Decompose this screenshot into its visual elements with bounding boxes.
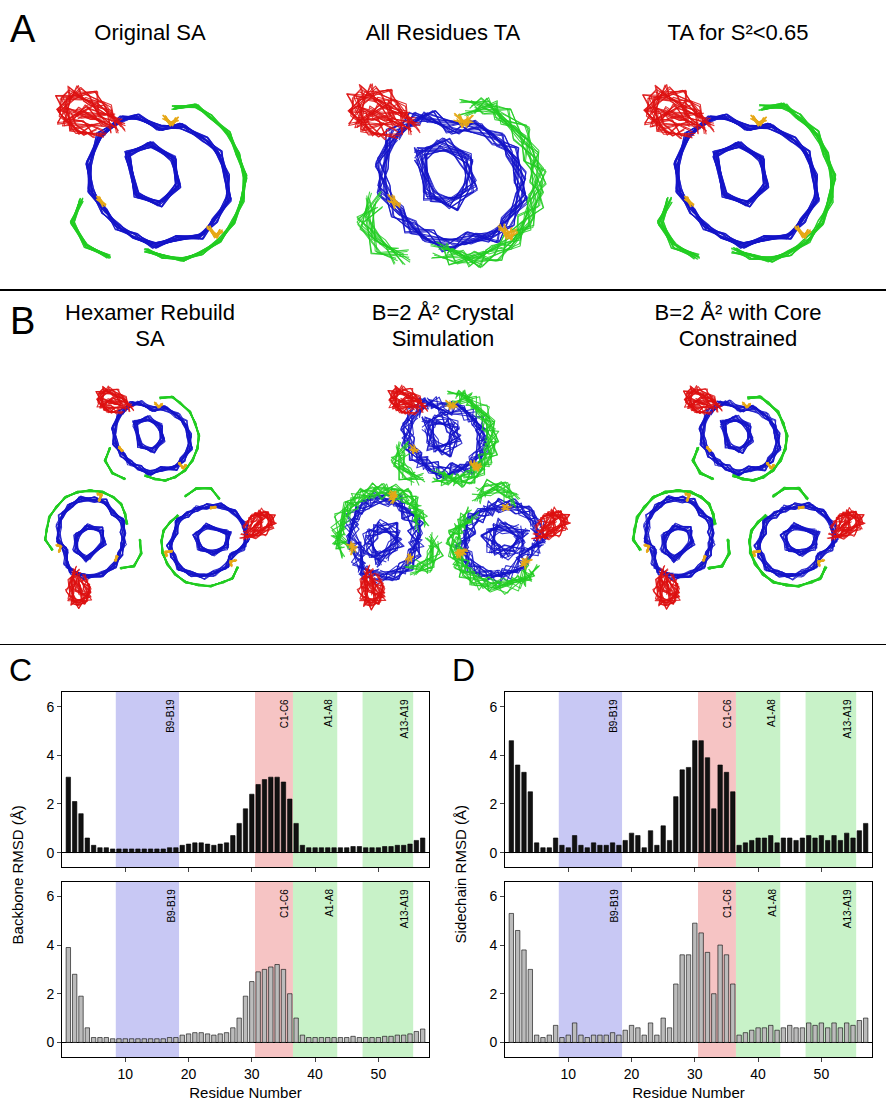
svg-text:0: 0 xyxy=(489,845,497,861)
svg-text:4: 4 xyxy=(489,937,497,953)
svg-text:Sidechain RMSD (Å): Sidechain RMSD (Å) xyxy=(452,805,469,943)
svg-text:4: 4 xyxy=(46,747,54,763)
svg-text:A1-A8: A1-A8 xyxy=(767,889,778,917)
svg-text:D: D xyxy=(452,652,475,688)
svg-text:Backbone RMSD (Å): Backbone RMSD (Å) xyxy=(9,805,26,944)
svg-text:6: 6 xyxy=(46,888,54,904)
svg-text:A13-A19: A13-A19 xyxy=(399,699,410,738)
svg-text:A1-A8: A1-A8 xyxy=(323,699,334,727)
svg-text:50: 50 xyxy=(814,1066,830,1082)
svg-text:B: B xyxy=(10,300,35,342)
svg-text:30: 30 xyxy=(244,1066,260,1082)
svg-text:B=2 Å² Crystal: B=2 Å² Crystal xyxy=(372,300,514,325)
svg-text:C1-C6: C1-C6 xyxy=(722,889,733,918)
svg-text:All Residues TA: All Residues TA xyxy=(366,20,521,45)
svg-text:Simulation: Simulation xyxy=(392,326,495,351)
svg-text:6: 6 xyxy=(46,699,54,715)
svg-text:C1-C6: C1-C6 xyxy=(279,889,290,918)
svg-text:SA: SA xyxy=(135,326,165,351)
svg-text:2: 2 xyxy=(489,986,497,1002)
svg-text:B9-B19: B9-B19 xyxy=(165,699,176,733)
svg-text:Hexamer Rebuild: Hexamer Rebuild xyxy=(65,300,235,325)
svg-text:0: 0 xyxy=(46,1034,54,1050)
svg-text:20: 20 xyxy=(181,1066,197,1082)
svg-text:B9-B19: B9-B19 xyxy=(166,889,177,923)
svg-text:0: 0 xyxy=(489,1034,497,1050)
svg-text:Constrained: Constrained xyxy=(679,326,798,351)
svg-text:C1-C6: C1-C6 xyxy=(279,699,290,728)
svg-text:TA for S²<0.65: TA for S²<0.65 xyxy=(668,20,809,45)
svg-text:2: 2 xyxy=(46,796,54,812)
svg-text:2: 2 xyxy=(46,986,54,1002)
svg-text:10: 10 xyxy=(560,1066,576,1082)
svg-text:Residue Number: Residue Number xyxy=(189,1084,302,1101)
svg-text:2: 2 xyxy=(489,796,497,812)
svg-text:4: 4 xyxy=(46,937,54,953)
svg-text:40: 40 xyxy=(750,1066,766,1082)
svg-text:A13-A19: A13-A19 xyxy=(842,699,853,738)
svg-text:30: 30 xyxy=(687,1066,703,1082)
svg-text:40: 40 xyxy=(307,1066,323,1082)
svg-text:A: A xyxy=(10,8,36,50)
svg-text:50: 50 xyxy=(371,1066,387,1082)
svg-text:20: 20 xyxy=(624,1066,640,1082)
svg-text:4: 4 xyxy=(489,747,497,763)
svg-text:A13-A19: A13-A19 xyxy=(399,889,410,928)
svg-text:C1-C6: C1-C6 xyxy=(722,699,733,728)
svg-text:Residue Number: Residue Number xyxy=(632,1084,745,1101)
svg-text:A1-A8: A1-A8 xyxy=(324,889,335,917)
svg-text:C: C xyxy=(9,652,32,688)
svg-text:A1-A8: A1-A8 xyxy=(766,699,777,727)
svg-text:B9-B19: B9-B19 xyxy=(609,889,620,923)
svg-text:Original SA: Original SA xyxy=(94,20,206,45)
svg-text:10: 10 xyxy=(117,1066,133,1082)
svg-text:A13-A19: A13-A19 xyxy=(842,889,853,928)
svg-text:0: 0 xyxy=(46,845,54,861)
svg-text:B9-B19: B9-B19 xyxy=(608,699,619,733)
svg-text:6: 6 xyxy=(489,699,497,715)
svg-text:6: 6 xyxy=(489,888,497,904)
svg-text:B=2 Å² with Core: B=2 Å² with Core xyxy=(655,300,822,325)
